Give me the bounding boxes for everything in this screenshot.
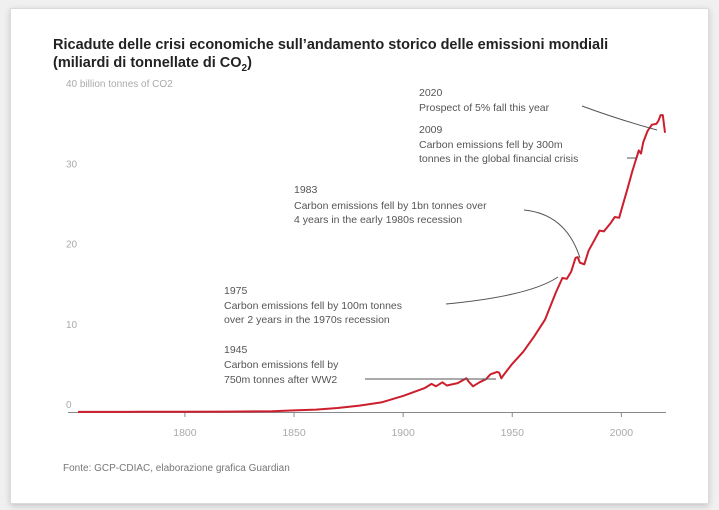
annotation-1975-year: 1975 <box>224 285 248 297</box>
title-line-2-suffix: ) <box>247 55 252 71</box>
annotation-1945-text-1: Carbon emissions fell by <box>224 359 339 371</box>
emissions-series-line <box>77 114 666 413</box>
annotation-1983-year: 1983 <box>294 184 318 196</box>
annotation-1975-text-1: Carbon emissions fell by 100m tonnes <box>224 300 402 312</box>
annotation-1983-text-2: 4 years in the early 1980s recession <box>294 214 462 226</box>
y-tick-label: 20 <box>66 240 78 251</box>
annotation-2009-text-2: tonnes in the global financial crisis <box>419 153 578 165</box>
x-tick-label: 1850 <box>282 427 306 439</box>
annotation-2020-text: Prospect of 5% fall this year <box>419 102 550 114</box>
annotation-1983-text-1: Carbon emissions fell by 1bn tonnes over <box>294 200 487 212</box>
y-tick-label: 30 <box>66 159 78 170</box>
annotation-1975-text-2: over 2 years in the 1970s recession <box>224 314 390 326</box>
source-note: Fonte: GCP-CDIAC, elaborazione grafica G… <box>63 463 290 474</box>
annotation-1975-leader <box>445 276 559 305</box>
y-tick-label: 0 <box>66 400 72 411</box>
x-tick-label: 1800 <box>173 427 197 439</box>
title-line-2-text: (miliardi di tonnellate di CO <box>53 55 242 71</box>
chart-title: Ricadute delle crisi economiche sull’and… <box>53 36 693 78</box>
annotation-1983-leader <box>523 209 581 259</box>
annotation-2020-leader <box>581 105 658 131</box>
title-line-2: (miliardi di tonnellate di CO2) <box>53 54 693 78</box>
x-tick-label: 2000 <box>610 427 634 439</box>
annotation-2009-year: 2009 <box>419 124 443 136</box>
annotation-2020-year: 2020 <box>419 87 443 99</box>
annotation-1945-year: 1945 <box>224 344 248 356</box>
annotation-1945-text-2: 750m tonnes after WW2 <box>224 374 337 386</box>
annotation-2009-text-1: Carbon emissions fell by 300m <box>419 139 563 151</box>
y-tick-label: 10 <box>66 320 78 331</box>
x-tick-label: 1950 <box>501 427 525 439</box>
chart-card <box>10 8 709 504</box>
title-subscript: 2 <box>241 62 248 74</box>
title-line-1: Ricadute delle crisi economiche sull’and… <box>53 37 609 53</box>
y-tick-label: 40 billion tonnes of CO2 <box>66 79 173 90</box>
x-tick-label: 1900 <box>391 427 415 439</box>
